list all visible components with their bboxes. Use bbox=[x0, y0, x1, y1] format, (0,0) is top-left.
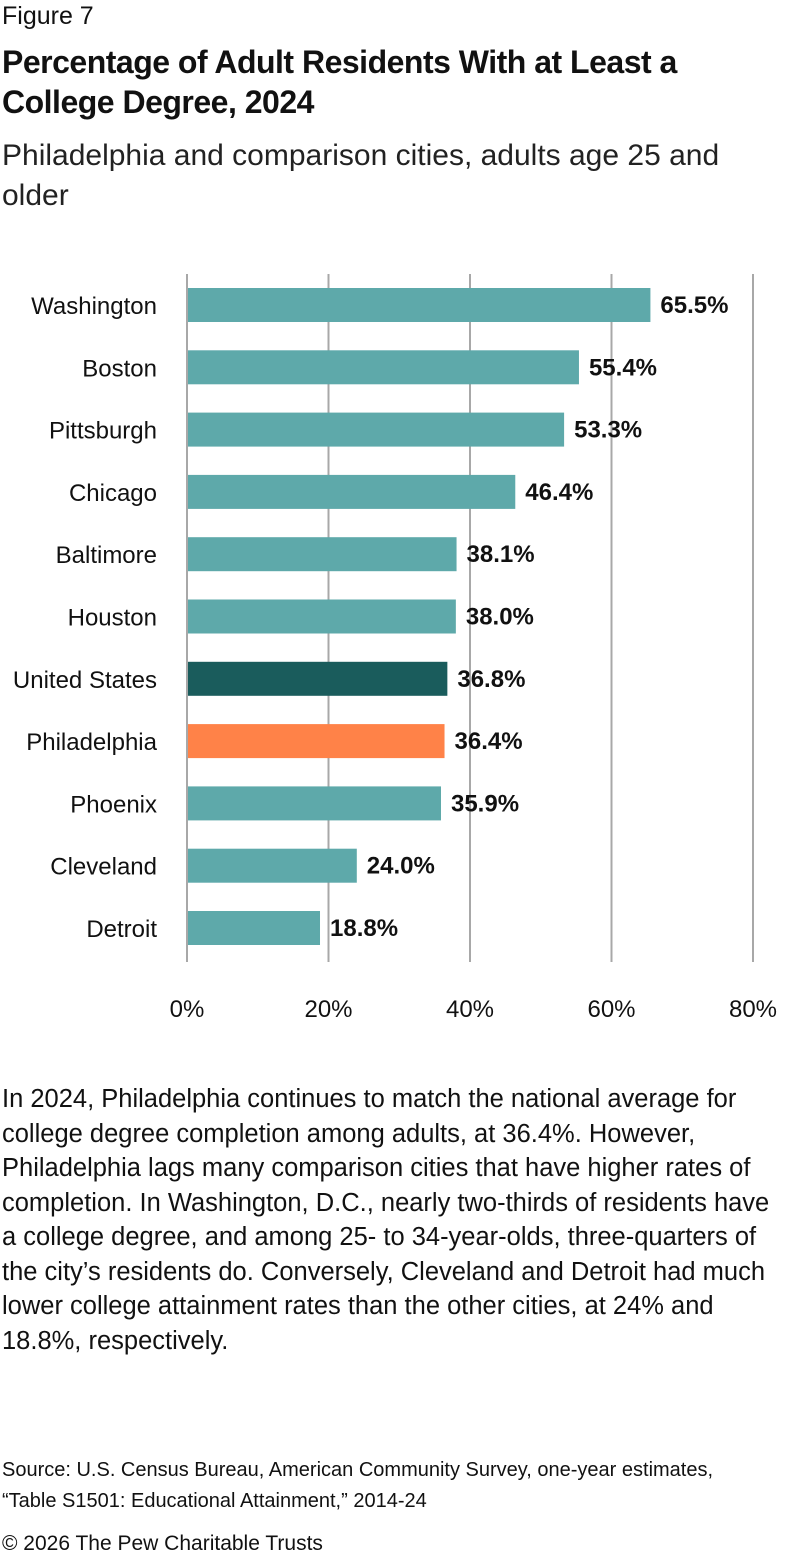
x-tick-label: 80% bbox=[729, 996, 777, 1023]
category-label: Washington bbox=[31, 293, 157, 320]
category-label: Chicago bbox=[69, 480, 157, 507]
x-axis-ticks: 0% 20% 40% 60% 80% bbox=[170, 996, 777, 1023]
value-label: 36.8% bbox=[457, 666, 525, 693]
value-label: 36.4% bbox=[455, 728, 523, 755]
bar bbox=[188, 599, 456, 634]
category-label: United States bbox=[13, 667, 157, 694]
gridlines bbox=[186, 274, 754, 962]
value-label: 65.5% bbox=[660, 292, 728, 319]
bar bbox=[188, 786, 441, 821]
bars bbox=[188, 288, 651, 945]
category-label: Houston bbox=[68, 605, 157, 632]
x-tick-label: 60% bbox=[587, 996, 635, 1023]
category-labels: Washington Boston Pittsburgh Chicago Baltimo… bbox=[13, 293, 158, 943]
bar bbox=[188, 412, 565, 447]
bar bbox=[188, 911, 321, 945]
x-tick-label: 0% bbox=[170, 996, 205, 1023]
figure-label: Figure 7 bbox=[2, 2, 94, 30]
bar-chart: Washington Boston Pittsburgh Chicago Baltimo… bbox=[13, 274, 777, 1023]
chart-subtitle: Philadelphia and comparison cities, adul… bbox=[2, 139, 720, 212]
value-label: 46.4% bbox=[525, 479, 593, 506]
value-label: 24.0% bbox=[367, 853, 435, 880]
chart-title: Percentage of Adult Residents With at Le… bbox=[2, 44, 677, 120]
x-tick-label: 40% bbox=[446, 996, 494, 1023]
category-label: Phoenix bbox=[70, 791, 157, 818]
bar bbox=[188, 724, 445, 759]
category-label: Baltimore bbox=[56, 542, 157, 569]
category-label: Pittsburgh bbox=[49, 418, 157, 445]
x-tick-label: 20% bbox=[304, 996, 352, 1023]
category-label: Detroit bbox=[86, 916, 157, 943]
bar bbox=[188, 350, 579, 385]
value-label: 53.3% bbox=[574, 417, 642, 444]
bar bbox=[188, 537, 457, 572]
bar bbox=[188, 848, 357, 883]
body-paragraph: In 2024, Philadelphia continues to match… bbox=[2, 1085, 770, 1355]
bar bbox=[188, 661, 448, 696]
value-labels: 65.5% 55.4% 53.3% 46.4% 38.1% 38.0% 36.8% 36.4%… bbox=[330, 292, 728, 942]
value-label: 55.4% bbox=[589, 354, 657, 381]
value-label: 38.1% bbox=[467, 541, 535, 568]
value-label: 38.0% bbox=[466, 604, 534, 631]
category-label: Philadelphia bbox=[26, 729, 157, 756]
category-label: Boston bbox=[82, 355, 157, 382]
value-label: 18.8% bbox=[330, 915, 398, 942]
bar bbox=[188, 474, 516, 509]
value-label: 35.9% bbox=[451, 790, 519, 817]
bar bbox=[188, 288, 651, 322]
source-note: Source: U.S. Census Bureau, American Com… bbox=[2, 1459, 714, 1512]
category-label: Cleveland bbox=[50, 854, 157, 881]
copyright: © 2026 The Pew Charitable Trusts bbox=[2, 1532, 323, 1555]
